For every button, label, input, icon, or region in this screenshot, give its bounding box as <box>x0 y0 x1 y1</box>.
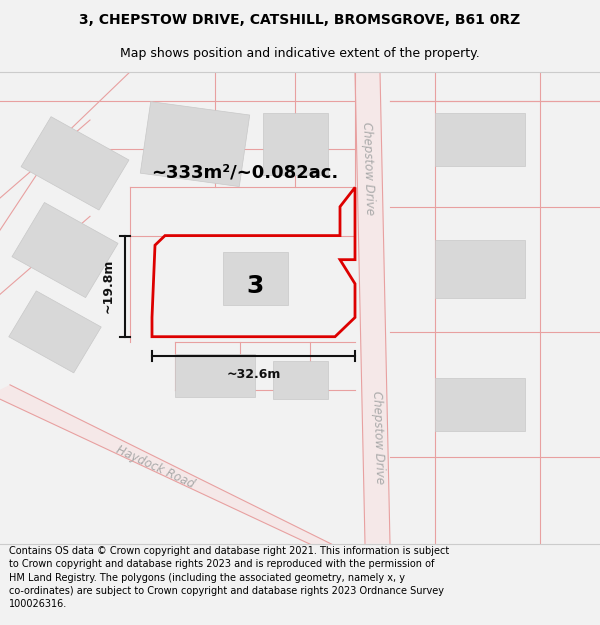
Text: ~333m²/~0.082ac.: ~333m²/~0.082ac. <box>151 164 338 182</box>
Polygon shape <box>223 253 287 306</box>
Text: Contains OS data © Crown copyright and database right 2021. This information is : Contains OS data © Crown copyright and d… <box>9 546 449 609</box>
Text: Chepstow Drive: Chepstow Drive <box>370 391 386 484</box>
Text: Chepstow Drive: Chepstow Drive <box>360 121 376 215</box>
Polygon shape <box>263 112 328 176</box>
Polygon shape <box>9 291 101 373</box>
Polygon shape <box>0 385 360 558</box>
Polygon shape <box>140 102 250 187</box>
Polygon shape <box>435 241 525 298</box>
Polygon shape <box>21 117 129 210</box>
Text: Map shows position and indicative extent of the property.: Map shows position and indicative extent… <box>120 47 480 59</box>
Polygon shape <box>12 202 118 298</box>
Text: Haydock Road: Haydock Road <box>114 443 196 491</box>
Text: ~32.6m: ~32.6m <box>226 368 281 381</box>
Text: 3, CHEPSTOW DRIVE, CATSHILL, BROMSGROVE, B61 0RZ: 3, CHEPSTOW DRIVE, CATSHILL, BROMSGROVE,… <box>79 13 521 27</box>
Text: 3: 3 <box>247 274 263 298</box>
Text: ~19.8m: ~19.8m <box>102 259 115 313</box>
Polygon shape <box>435 378 525 431</box>
Polygon shape <box>435 112 525 166</box>
Polygon shape <box>355 72 390 544</box>
Polygon shape <box>175 354 255 397</box>
Polygon shape <box>272 361 328 399</box>
